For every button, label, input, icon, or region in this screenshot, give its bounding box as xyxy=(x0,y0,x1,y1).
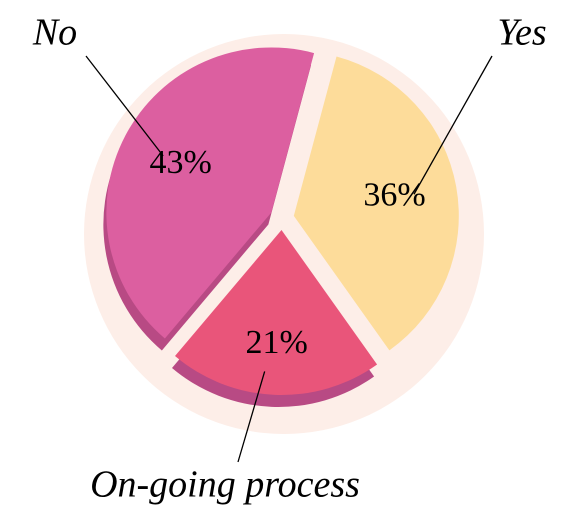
leader-line xyxy=(85,55,164,157)
slice xyxy=(174,229,378,395)
category-label: No xyxy=(32,12,77,54)
category-label: Yes xyxy=(497,12,546,54)
slice xyxy=(106,47,315,339)
leader-line xyxy=(237,371,266,463)
value-label: 36% xyxy=(363,177,425,214)
value-label: 21% xyxy=(245,324,307,361)
leader-line xyxy=(413,55,493,195)
category-label: On-going process xyxy=(90,464,360,506)
value-label: 43% xyxy=(150,144,212,181)
slice xyxy=(293,56,459,351)
